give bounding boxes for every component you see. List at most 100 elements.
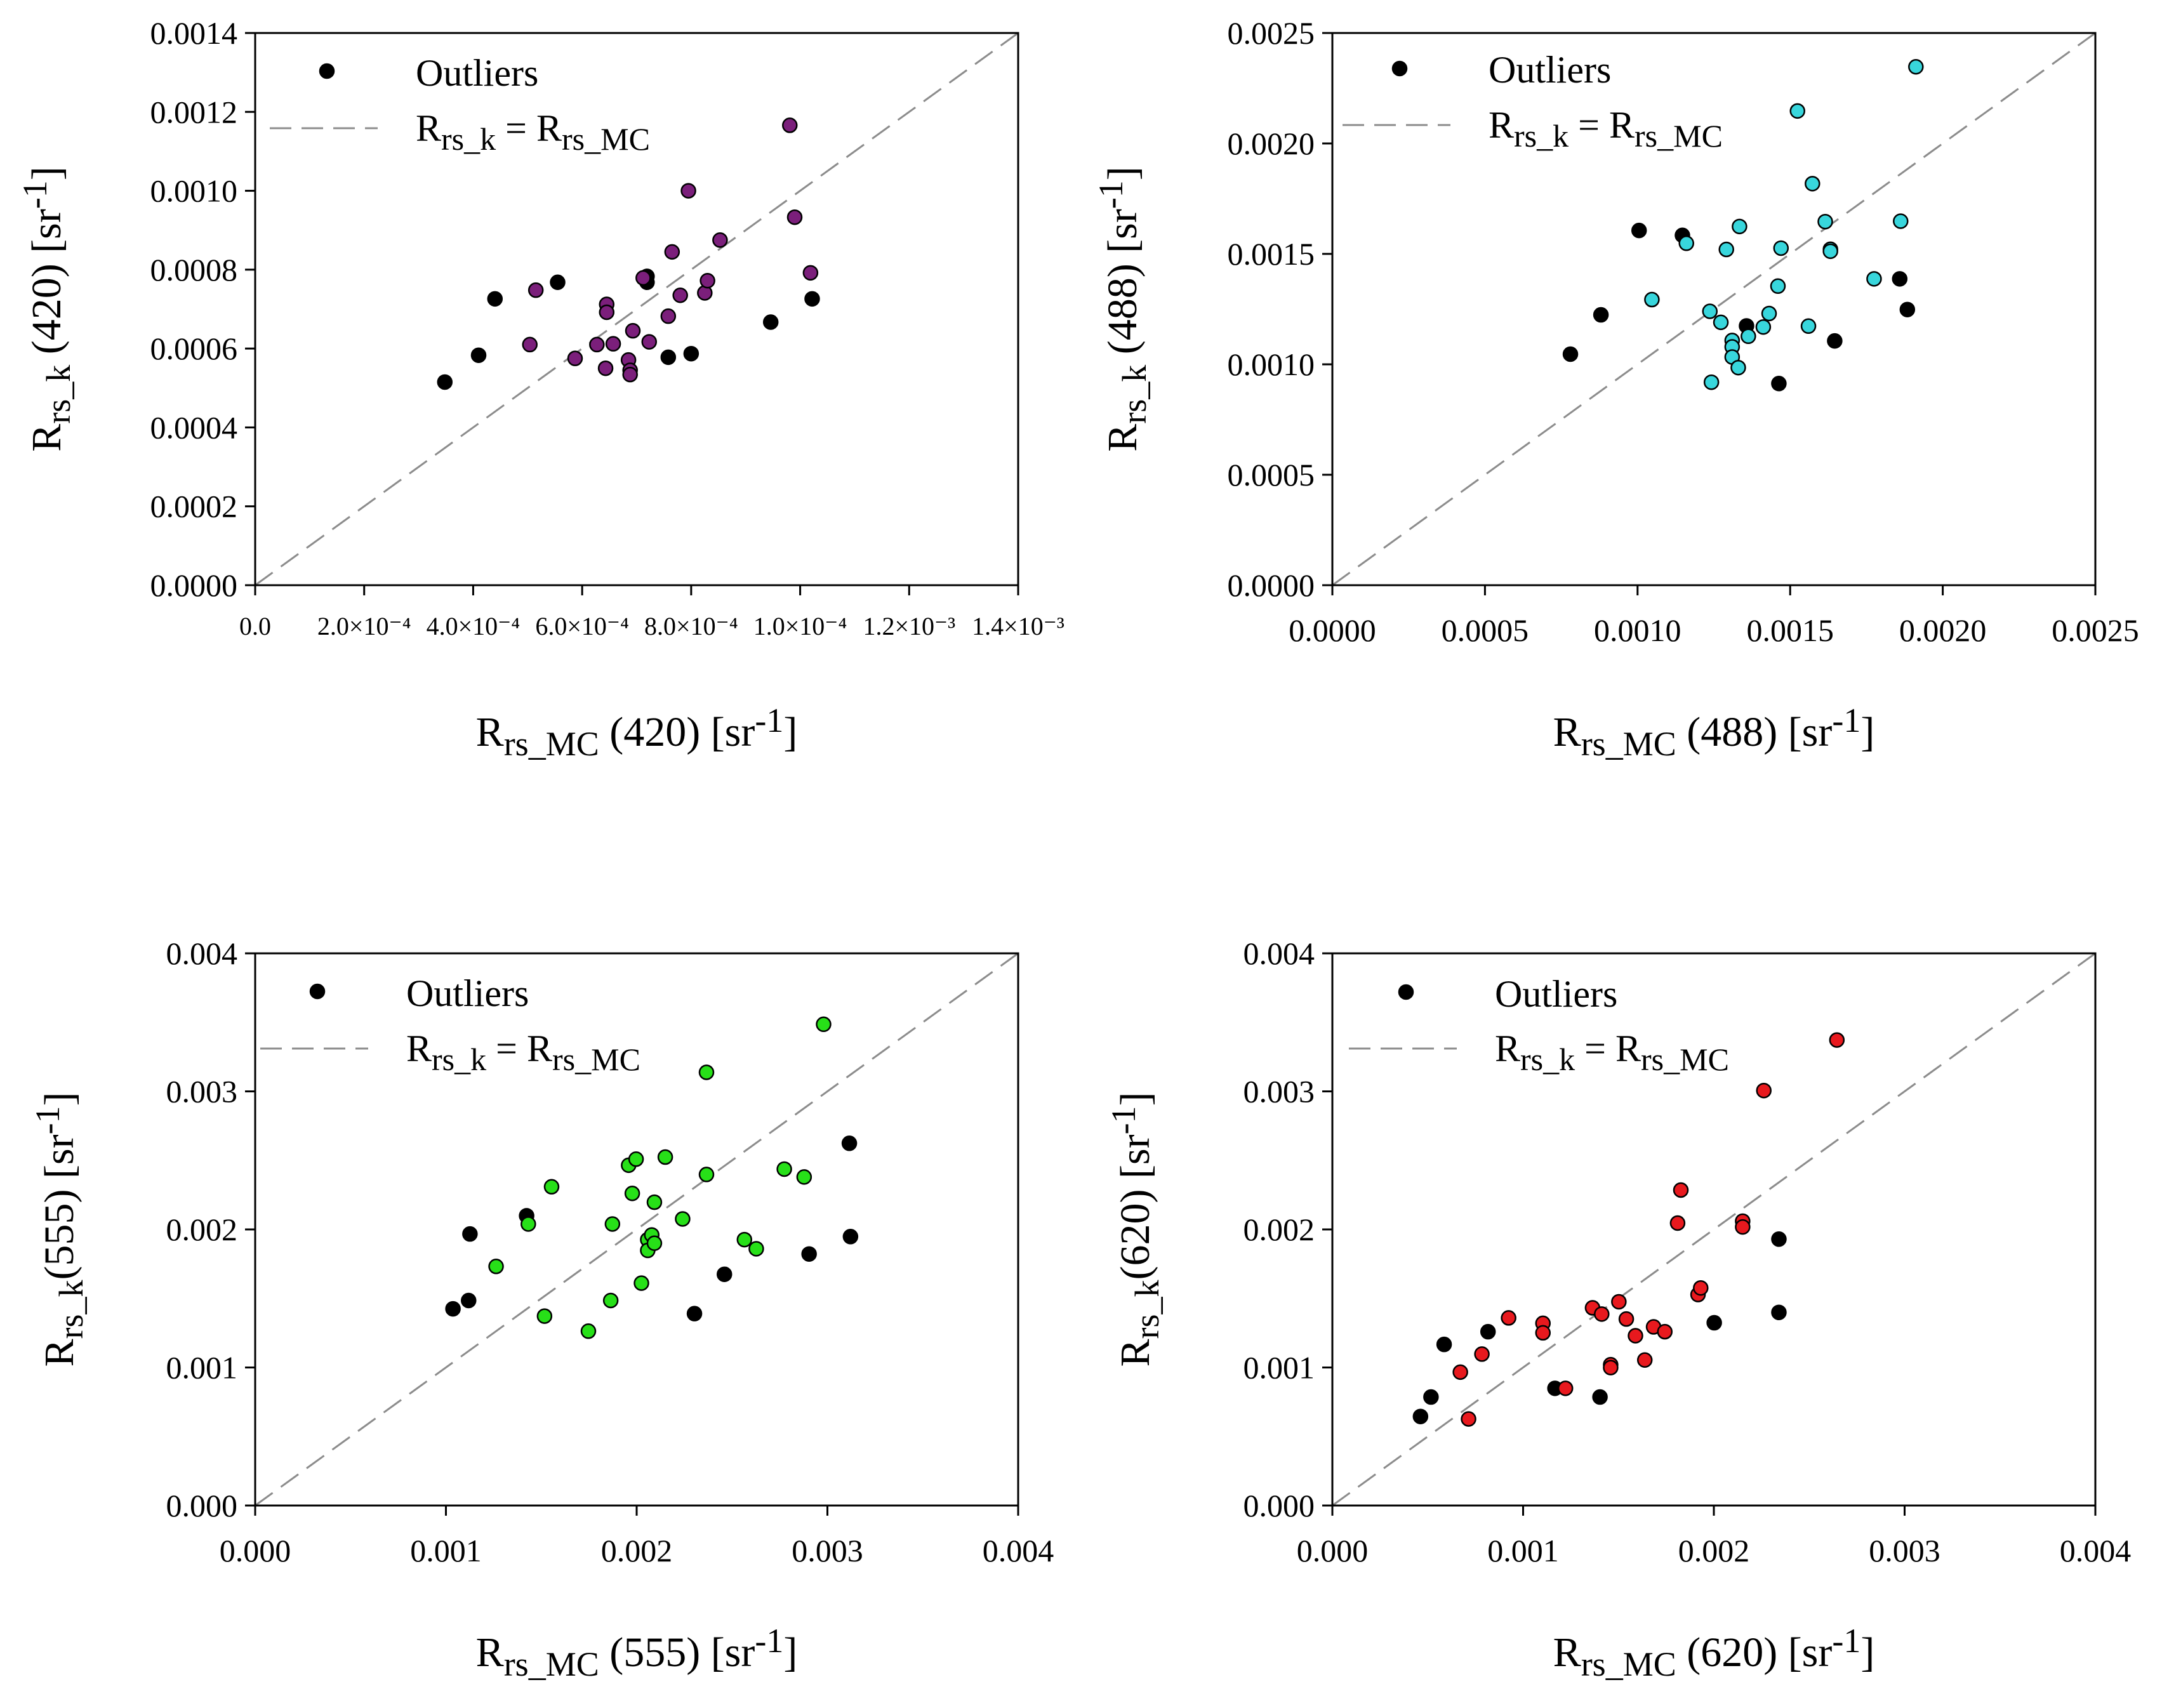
x-tick-label: 0.0020 xyxy=(1899,612,1987,648)
sample-point xyxy=(1702,303,1718,319)
sample-point xyxy=(522,336,538,353)
panel-488: 0.0000 0.0005 0.0010 0.0015 0.0020 0.0025 0.00… xyxy=(1092,15,2139,763)
outlier-point xyxy=(1480,1323,1496,1340)
sample-point xyxy=(589,336,605,353)
sample-point xyxy=(1594,1306,1610,1322)
sample-point xyxy=(816,1016,832,1033)
y-tick-label: 0.002 xyxy=(166,1212,238,1247)
x-axis-label: Rrs_MC (620) [sr-1] xyxy=(1553,1622,1875,1683)
x-tick-label: 0.003 xyxy=(792,1533,863,1568)
plot-frame xyxy=(1331,32,2097,586)
y-tick-label: 0.0008 xyxy=(150,252,238,288)
outlier-point xyxy=(1562,346,1579,362)
x-tick-label: 0.000 xyxy=(220,1533,291,1568)
sample-point xyxy=(628,1151,644,1167)
legend-line-label: Rrs_k = Rrs_MC xyxy=(416,107,650,157)
x-tick-label: 0.0000 xyxy=(1289,612,1376,648)
sample-point xyxy=(1669,1215,1686,1231)
y-tick-label: 0.001 xyxy=(1243,1350,1315,1386)
outlier-point xyxy=(445,1301,461,1317)
y-tick-label: 0.0010 xyxy=(150,173,238,209)
legend-outliers-label: Outliers xyxy=(416,52,538,94)
outlier-point xyxy=(683,345,700,362)
outlier-point xyxy=(660,349,677,366)
y-tick-label: 0.0020 xyxy=(1228,126,1315,161)
sample-point xyxy=(622,366,638,383)
sample-point xyxy=(605,336,621,352)
sample-point xyxy=(646,1235,663,1251)
sample-point xyxy=(1741,328,1756,345)
sample-point xyxy=(1636,1352,1653,1368)
sample-point xyxy=(625,322,641,339)
panel-620: 0.000 0.001 0.002 0.003 0.004 0.000 0.001 0.002… xyxy=(1104,936,2131,1683)
y-tick-label: 0.0010 xyxy=(1228,347,1315,382)
sample-point xyxy=(1805,176,1820,192)
sample-point xyxy=(1800,318,1817,334)
sample-point xyxy=(633,1275,649,1291)
sample-point xyxy=(657,1149,673,1165)
legend-outlier-marker xyxy=(1391,60,1408,77)
x-tick-label: 0.003 xyxy=(1869,1533,1940,1568)
y-tick-label: 0.003 xyxy=(166,1074,238,1109)
x-tick-label: 0.001 xyxy=(1487,1533,1559,1568)
outlier-point xyxy=(1412,1408,1429,1424)
panel-420: 0.0 2.0×10⁻⁴ 4.0×10⁻⁴ 6.0×10⁻⁴ 8.0×10⁻⁴ 1.0×1… xyxy=(16,15,1064,763)
y-tick-label: 0.003 xyxy=(1243,1074,1315,1109)
sample-point xyxy=(675,1211,691,1227)
outlier-point xyxy=(801,1246,817,1262)
sample-point xyxy=(1673,1182,1689,1198)
sample-point xyxy=(597,360,614,376)
x-tick-label: 2.0×10⁻⁴ xyxy=(317,612,411,640)
y-tick-label: 0.000 xyxy=(1243,1488,1315,1523)
legend-outlier-marker xyxy=(319,63,335,79)
outlier-point xyxy=(842,1229,859,1245)
y-tick-label: 0.0025 xyxy=(1228,15,1315,51)
sample-point xyxy=(1628,1328,1643,1344)
y-axis-label: Rrs_k(555) [sr-1] xyxy=(29,1092,90,1367)
y-tick-label: 0.0006 xyxy=(150,331,238,366)
sample-point xyxy=(1644,291,1660,308)
sample-point xyxy=(1713,314,1729,331)
legend-line-label: Rrs_k = Rrs_MC xyxy=(1495,1028,1729,1077)
outlier-point xyxy=(461,1292,477,1309)
sample-point xyxy=(782,117,798,133)
y-axis-label: Rrs_k(620) [sr-1] xyxy=(1104,1092,1166,1367)
outlier-point xyxy=(470,347,487,363)
sample-point xyxy=(698,1167,715,1182)
x-tick-label: 6.0×10⁻⁴ xyxy=(535,612,629,640)
outlier-point xyxy=(686,1306,703,1321)
legend-outliers-label: Outliers xyxy=(1489,49,1611,91)
y-tick-label: 0.0012 xyxy=(150,94,238,129)
x-tick-label: 0.0015 xyxy=(1746,612,1834,648)
outlier-point xyxy=(462,1226,478,1242)
outlier-point xyxy=(1771,376,1787,392)
sample-point xyxy=(1866,271,1882,287)
sample-point xyxy=(664,244,680,260)
outlier-point xyxy=(550,274,566,290)
y-tick-label: 0.0002 xyxy=(150,489,238,524)
sample-point xyxy=(698,1064,715,1080)
outlier-point xyxy=(1771,1304,1787,1320)
sample-point xyxy=(1693,1280,1709,1296)
sample-point xyxy=(1718,241,1734,258)
sample-point xyxy=(736,1231,753,1248)
sample-point xyxy=(580,1323,597,1339)
sample-point xyxy=(1657,1323,1673,1340)
sample-point xyxy=(1829,1032,1845,1048)
outlier-point xyxy=(487,291,503,307)
outlier-point xyxy=(804,291,820,307)
sample-point xyxy=(672,288,688,303)
x-tick-label: 4.0×10⁻⁴ xyxy=(427,612,521,640)
x-tick-label: 0.0010 xyxy=(1594,612,1681,648)
x-tick-label: 0.0025 xyxy=(2052,612,2139,648)
one-to-one-line xyxy=(255,32,1019,586)
outlier-point xyxy=(437,374,453,390)
y-tick-label: 0.0014 xyxy=(150,15,238,51)
y-tick-label: 0.002 xyxy=(1243,1212,1315,1247)
x-tick-label: 1.0×10⁻⁴ xyxy=(753,612,847,640)
sample-point xyxy=(660,308,677,324)
x-axis-label: Rrs_MC (420) [sr-1] xyxy=(476,701,798,763)
sample-point xyxy=(1761,305,1777,322)
panel-555: 0.000 0.001 0.002 0.003 0.004 0.000 0.001 0.002… xyxy=(29,936,1054,1683)
